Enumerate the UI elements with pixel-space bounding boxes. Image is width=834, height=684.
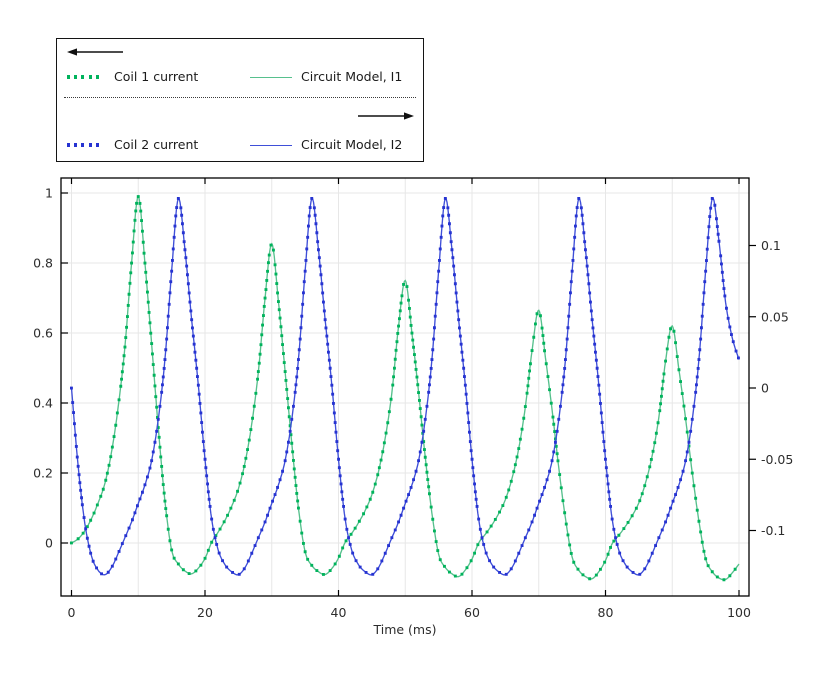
- y-left-tick-label: 0.6: [33, 326, 53, 341]
- x-axis-title: Time (ms): [372, 622, 436, 637]
- coil1-current-dots: [70, 195, 737, 582]
- x-tick-label: 80: [598, 605, 614, 620]
- x-tick-label: 40: [331, 605, 347, 620]
- legend-divider: [64, 97, 416, 98]
- y-right-tick-label: 0.1: [761, 238, 781, 253]
- y-right-tick-label: 0.05: [761, 309, 789, 324]
- legend-box: Coil 1 current Circuit Model, I1 Coil 2 …: [56, 38, 424, 162]
- x-tick-label: 60: [464, 605, 480, 620]
- x-tick-label: 20: [197, 605, 213, 620]
- circuit-model-i1-line-marker: [250, 76, 292, 78]
- right-arrow-icon: [358, 112, 414, 120]
- x-tick-label: 100: [727, 605, 751, 620]
- legend-label-coil1: Coil 1 current: [114, 68, 199, 84]
- plot-border: [60, 177, 750, 597]
- legend-label-circuit-i1: Circuit Model, I1: [301, 68, 403, 84]
- y-left-tick-label: 1: [45, 186, 53, 201]
- legend-row-coil2: Coil 2 current Circuit Model, I2: [67, 135, 417, 155]
- coil2-dotted-marker: [67, 143, 103, 147]
- y-left-tick-label: 0: [45, 536, 53, 551]
- circuit-model-i2-line-marker: [250, 144, 292, 146]
- y-right-tick-label: -0.1: [761, 523, 785, 538]
- legend-label-circuit-i2: Circuit Model, I2: [301, 136, 403, 152]
- y-right-tick-label: 0: [761, 381, 769, 396]
- legend-row-coil1: Coil 1 current Circuit Model, I1: [67, 67, 417, 87]
- y-right-tick-label: -0.05: [761, 452, 793, 467]
- curves-group: [70, 194, 740, 582]
- x-tick-label: 0: [68, 605, 76, 620]
- legend-label-coil2: Coil 2 current: [114, 136, 199, 152]
- y-left-tick-label: 0.2: [33, 466, 53, 481]
- left-arrow-icon: [67, 48, 123, 56]
- y-left-tick-label: 0.4: [33, 396, 53, 411]
- coil2-current-dots: [70, 197, 740, 576]
- y-left-tick-label: 0.8: [33, 256, 53, 271]
- coil1-dotted-marker: [67, 75, 103, 79]
